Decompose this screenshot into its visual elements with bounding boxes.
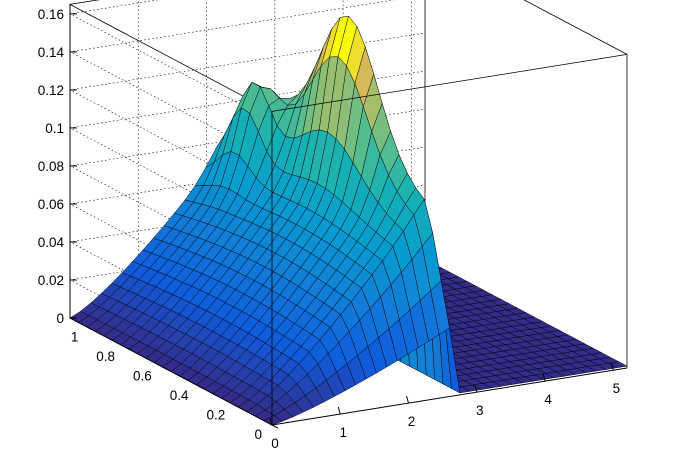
z-axis: 0 0.02 0.04 0.06 0.08 0.1 0.12 0.14 0.16 xyxy=(38,4,77,326)
x-tick-mark xyxy=(406,395,410,404)
x-tick-label: 3 xyxy=(476,403,484,418)
x-tick-label: 0 xyxy=(271,436,279,451)
y-tick-label: 0 xyxy=(254,427,262,442)
x-axis: 0 1 2 3 4 5 xyxy=(269,363,628,451)
z-tick-label: 0.08 xyxy=(38,159,64,174)
x-tick-label: 1 xyxy=(340,425,348,440)
y-tick-label: 0.4 xyxy=(170,388,189,403)
z-tick-label: 0 xyxy=(56,311,64,326)
z-tick-label: 0.04 xyxy=(38,235,65,250)
x-tick-mark xyxy=(610,363,614,371)
x-tick-mark xyxy=(542,374,546,382)
y-tick-label: 0.6 xyxy=(133,369,152,384)
frame-front-top xyxy=(271,54,628,112)
x-tick-mark xyxy=(337,406,341,415)
y-tick-mark xyxy=(198,385,205,390)
z-tick-label: 0.12 xyxy=(38,83,64,98)
z-tick-label: 0.02 xyxy=(38,273,64,288)
x-axis-line xyxy=(271,367,628,426)
frame-lines xyxy=(271,0,628,425)
x-tick-label: 5 xyxy=(613,381,621,396)
y-tick-label: 0.8 xyxy=(96,349,115,364)
x-tick-label: 2 xyxy=(408,414,416,429)
x-tick-mark xyxy=(474,384,478,393)
y-tick-mark xyxy=(124,346,132,351)
z-tick-label: 0.06 xyxy=(38,197,64,212)
y-tick-mark xyxy=(271,424,279,429)
z-tick-label: 0.14 xyxy=(38,45,65,60)
z-tick-label: 0.1 xyxy=(45,121,64,136)
y-tick-mark xyxy=(88,327,95,332)
z-tick-label: 0.16 xyxy=(38,7,64,22)
y-axis: 0 0.2 0.4 0.6 0.8 1 xyxy=(69,317,279,442)
y-tick-mark xyxy=(235,405,242,409)
y-tick-mark xyxy=(161,366,169,371)
y-tick-label: 0.2 xyxy=(206,408,225,423)
x-tick-mark xyxy=(269,417,273,426)
frame-right-top xyxy=(523,0,628,55)
surface-mesh xyxy=(69,15,628,426)
x-tick-label: 4 xyxy=(544,392,552,407)
y-tick-label: 1 xyxy=(71,330,79,345)
